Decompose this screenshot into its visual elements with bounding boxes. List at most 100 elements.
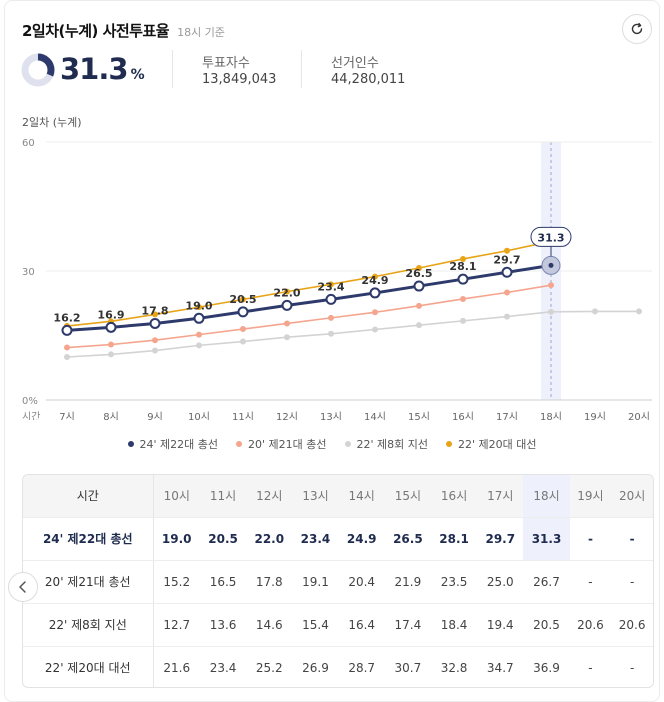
data-point	[105, 321, 117, 333]
table-cell: -	[569, 517, 612, 561]
legend-dot-icon	[236, 441, 242, 447]
y-tick-label: 30	[22, 267, 35, 278]
x-tick-label: 13시	[320, 411, 342, 420]
data-point	[413, 280, 425, 292]
table-cell: -	[611, 560, 653, 604]
data-point	[281, 299, 293, 311]
data-label: 17.8	[141, 304, 168, 317]
legend-dot-icon	[344, 441, 351, 447]
data-point	[325, 293, 337, 305]
data-point	[416, 302, 422, 309]
legend-label: 22' 제20대 대선	[458, 438, 537, 451]
data-point	[369, 287, 381, 299]
series-line	[66, 240, 552, 327]
table-header-cell: 18시	[523, 475, 570, 518]
data-point	[193, 312, 205, 324]
legend-label: 22' 제8회 지선	[356, 438, 429, 451]
data-point	[416, 264, 422, 271]
x-tick-label: 12시	[276, 411, 298, 420]
table-cell: 15.4	[292, 603, 339, 647]
table-header-cell: 11시	[199, 475, 247, 518]
page-title: 2일차(누계) 사전투표율	[22, 22, 170, 40]
table-cell: 28.7	[348, 660, 376, 675]
data-point	[504, 313, 510, 320]
table-header-cell: 14시	[338, 475, 385, 518]
table-cell: 30.7	[394, 660, 422, 675]
data-point	[504, 247, 510, 254]
x-tick-label: 18시	[540, 411, 562, 420]
legend-label: 24' 제22대 총선	[139, 438, 219, 451]
data-point	[328, 314, 334, 321]
table-cell: -	[611, 517, 653, 561]
data-point	[196, 304, 202, 311]
legend-item: 24' 제22대 총선	[127, 436, 219, 452]
x-tick-label: 15시	[408, 411, 430, 420]
data-point	[548, 282, 554, 289]
table-cell: 15.2	[153, 560, 200, 604]
x-tick-label: 20시	[628, 411, 650, 420]
chart-legend: 24' 제22대 총선 20' 제21대 총선 22' 제8회 지선 22' 제20대…	[0, 436, 664, 452]
data-label: 29.7	[493, 253, 520, 266]
data-point	[152, 337, 158, 344]
data-label: 20.5	[229, 293, 256, 306]
table-row-label: 20' 제21대 총선	[23, 560, 154, 604]
series-line	[66, 310, 639, 358]
table-header-cell: 13시	[292, 475, 339, 518]
data-point	[64, 344, 70, 351]
table-header-cell: 15시	[384, 475, 431, 518]
data-point	[548, 308, 554, 315]
chevron-left-icon	[19, 581, 26, 593]
table-cell: 18.4	[430, 603, 478, 647]
data-point	[108, 351, 114, 358]
current-value-label: 31.3	[537, 231, 564, 244]
page-subtitle: 18시 기준	[177, 26, 225, 39]
table-header-row: 시간 10시 11시 12시 13시 14시 15시 16시 17시 18시 19시 20시	[23, 475, 653, 518]
data-point	[108, 341, 114, 348]
table-cell: 29.7	[477, 517, 524, 561]
table-cell: 19.1	[292, 560, 339, 604]
table-row: 20' 제21대 총선 15.2 16.5 17.8 19.1 20.4 21.9 23.5 2…	[23, 560, 653, 604]
table-cell: 14.6	[246, 603, 293, 647]
table-row-label: 22' 제20대 대선	[23, 646, 154, 687]
table-header-time: 시간	[23, 475, 154, 518]
legend-item: 22' 제20대 대선	[446, 436, 537, 452]
table-cell: 26.9	[302, 660, 329, 675]
turnout-label: 투표자수	[202, 56, 250, 71]
stat-divider	[301, 50, 302, 88]
data-point	[240, 296, 246, 303]
data-point	[64, 354, 70, 360]
x-tick-label: 14시	[364, 411, 386, 420]
data-point	[501, 266, 513, 278]
table-cell: 23.5	[430, 560, 478, 604]
turnout-count: 13,849,043	[202, 72, 277, 87]
turnout-line-chart: 2일차 (누계) 0% 30 60 시간 7시 8시 9시 10시 11시 12시 13시 14시 15시…	[22, 115, 652, 423]
table-cell: 25.2	[255, 660, 283, 675]
table-cell: 17.4	[384, 603, 431, 647]
chart-container: 2일차 (누계) 0% 30 60 시간 7시 8시 9시 10시 11시 12시 13시 14시 15시…	[0, 110, 664, 424]
data-point	[460, 255, 466, 262]
table-cell: 12.7	[153, 603, 200, 647]
table-cell: 24.9	[338, 517, 385, 561]
x-tick-label: 16시	[452, 411, 474, 420]
turnout-rate: 31.3 %	[60, 52, 145, 86]
x-tick-label: 10시	[188, 411, 210, 420]
refresh-button[interactable]	[622, 14, 652, 44]
table-cell: 21.6	[163, 660, 191, 675]
data-label: 22.0	[273, 286, 300, 299]
table-cell: 26.7	[523, 560, 570, 604]
table-header-cell: 19시	[569, 475, 612, 518]
table-cell: 20.6	[611, 603, 653, 647]
data-point	[240, 326, 246, 333]
turnout-rate-number: 31.3	[60, 52, 129, 86]
voters-count: 44,280,011	[331, 72, 406, 87]
table-cell: 32.8	[440, 660, 468, 675]
table-cell: 19.0	[153, 517, 200, 561]
table-prev-button[interactable]	[8, 572, 38, 602]
data-point	[457, 273, 469, 285]
table-cell: 13.6	[199, 603, 247, 647]
data-point	[196, 331, 202, 338]
data-label: 28.1	[449, 260, 476, 273]
data-label: 16.2	[53, 311, 80, 324]
table-cell: -	[588, 660, 593, 675]
data-point	[328, 330, 334, 337]
